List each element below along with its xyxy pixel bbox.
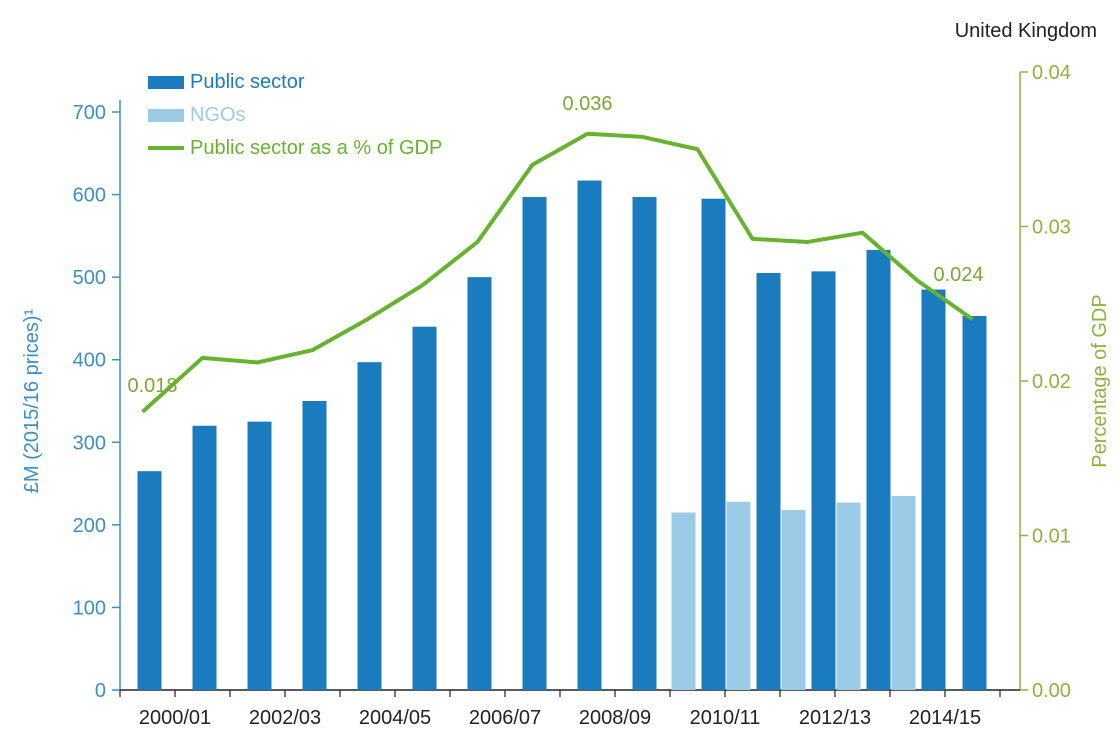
y-left-axis-title: £M (2015/16 prices)¹ <box>21 308 43 493</box>
bar-ngos <box>671 512 696 690</box>
bar-ngos <box>836 502 861 690</box>
y-right-tick-label: 0.02 <box>1032 371 1071 393</box>
legend-label-ngos: NGOs <box>190 104 246 126</box>
legend-swatch-ngos <box>148 109 184 122</box>
y-left-tick-label: 300 <box>73 432 106 454</box>
y-right-axis-title: Percentage of GDP <box>1089 294 1111 467</box>
bar-public-sector <box>357 362 382 690</box>
bar-public-sector <box>962 315 987 690</box>
y-right-tick-label: 0.01 <box>1032 526 1071 548</box>
y-right-tick-label: 0.03 <box>1032 217 1071 239</box>
x-tick-label: 2002/03 <box>249 707 321 729</box>
bar-public-sector <box>632 197 657 690</box>
bar-public-sector <box>522 197 547 690</box>
bar-ngos <box>726 501 751 690</box>
x-tick-label: 2000/01 <box>139 707 211 729</box>
bar-public-sector <box>921 289 946 690</box>
bar-ngos <box>781 509 806 690</box>
annotation-label: 0.036 <box>562 93 612 115</box>
annotation-label: 0.024 <box>933 264 983 286</box>
y-right-tick-label: 0.00 <box>1032 680 1071 702</box>
bar-public-sector <box>756 273 781 690</box>
x-tick-label: 2008/09 <box>579 707 651 729</box>
line-gdp-share <box>141 131 974 414</box>
bar-public-sector <box>412 326 437 690</box>
bar-public-sector <box>467 277 492 690</box>
annotation-label: 0.018 <box>127 375 177 397</box>
y-left-tick-label: 500 <box>73 267 106 289</box>
y-left-tick-label: 700 <box>73 102 106 124</box>
legend-label-public-sector: Public sector <box>190 71 305 93</box>
y-left-tick-label: 100 <box>73 597 106 619</box>
bar-public-sector <box>811 271 836 690</box>
bar-public-sector <box>192 425 217 690</box>
bar-public-sector <box>247 421 272 690</box>
y-left-tick-label: 200 <box>73 515 106 537</box>
region-note: United Kingdom <box>954 20 1097 42</box>
bar-public-sector <box>137 471 162 690</box>
x-tick-label: 2004/05 <box>359 707 431 729</box>
legend-swatch-public-sector <box>148 76 184 89</box>
y-left-tick-label: 600 <box>73 185 106 207</box>
y-right-tick-label: 0.04 <box>1032 62 1071 84</box>
bar-public-sector <box>302 401 327 690</box>
x-tick-label: 2010/11 <box>690 707 761 729</box>
x-tick-label: 2014/15 <box>909 707 981 729</box>
bar-public-sector <box>866 249 891 690</box>
x-tick-label: 2006/07 <box>469 707 541 729</box>
y-left-tick-label: 0 <box>95 680 106 702</box>
bar-public-sector <box>577 180 602 690</box>
y-left-tick-label: 400 <box>73 350 106 372</box>
legend-label-gdp-line: Public sector as a % of GDP <box>190 137 442 159</box>
bar-public-sector <box>701 198 726 690</box>
bar-ngos <box>891 495 916 690</box>
x-tick-label: 2012/13 <box>799 707 871 729</box>
